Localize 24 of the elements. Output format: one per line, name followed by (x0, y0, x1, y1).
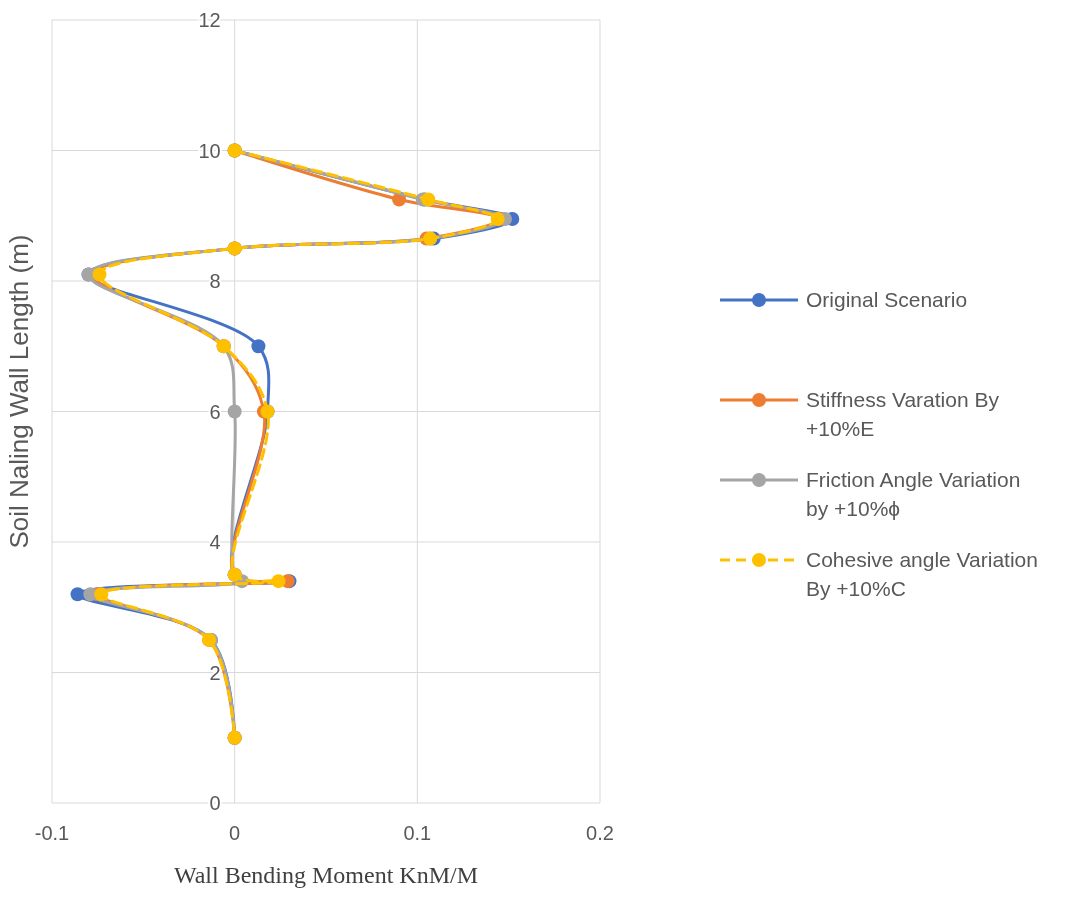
x-tick-label: -0.1 (34, 822, 70, 844)
x-tick-label: 0.2 (586, 822, 614, 844)
y-tick-label: 10 (198, 139, 221, 162)
y-tick-label: 0 (209, 792, 221, 814)
point (251, 339, 266, 354)
point (70, 587, 85, 602)
legend-label: Stiffness Varation By +10%E (806, 388, 1000, 440)
y-tick-label: 8 (209, 270, 221, 292)
y-axis-title: Soil Naling Wall Length (m) (4, 234, 34, 549)
x-tick-label: 0.1 (403, 822, 432, 844)
y-tick-label: 2 (209, 661, 221, 684)
y-tick-label: 12 (198, 9, 221, 31)
point (92, 267, 107, 282)
legend-label: Friction Angle Variation by +10%ϕ (806, 468, 1021, 520)
point (421, 192, 436, 207)
point (227, 404, 242, 419)
y-tick-label: 6 (209, 400, 221, 423)
legend-label: Cohesive angle Variation By +10%C (806, 548, 1038, 600)
point (94, 587, 109, 602)
point (271, 574, 286, 589)
legend-label: Original Scenario (806, 288, 968, 312)
x-tick-label: 0 (229, 822, 241, 844)
y-tick-label: 4 (209, 531, 221, 553)
x-axis-title: Wall Bending Moment KnM/M (173, 862, 479, 888)
